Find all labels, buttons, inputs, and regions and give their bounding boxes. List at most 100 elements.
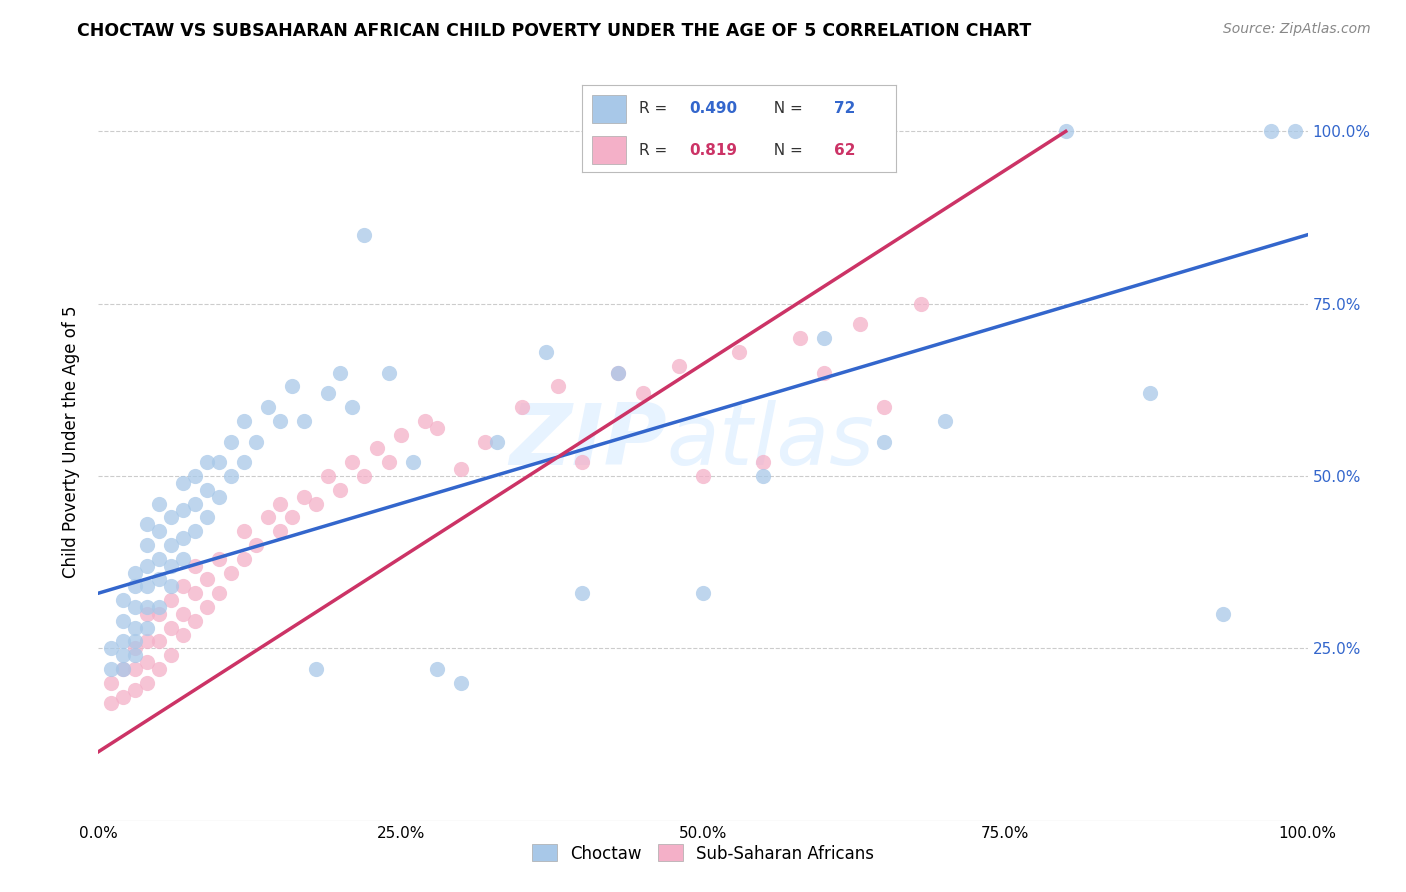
Text: ZIP: ZIP <box>509 400 666 483</box>
Point <box>232 414 254 428</box>
Point <box>184 497 207 511</box>
Text: CHOCTAW VS SUBSAHARAN AFRICAN CHILD POVERTY UNDER THE AGE OF 5 CORRELATION CHART: CHOCTAW VS SUBSAHARAN AFRICAN CHILD POVE… <box>77 22 1032 40</box>
Point <box>135 538 157 552</box>
Point <box>377 366 399 380</box>
Point <box>195 455 218 469</box>
Point <box>208 551 231 566</box>
Point <box>426 421 449 435</box>
Point <box>172 551 194 566</box>
Point <box>172 503 194 517</box>
Point <box>184 558 207 573</box>
Point <box>728 345 751 359</box>
Point <box>148 573 170 587</box>
Point <box>692 469 714 483</box>
Point <box>195 573 218 587</box>
Point <box>1284 124 1306 138</box>
Point <box>269 497 291 511</box>
Point <box>148 634 170 648</box>
Point <box>111 648 134 663</box>
Point <box>160 621 183 635</box>
Point <box>195 510 218 524</box>
Point <box>450 675 472 690</box>
Point <box>329 366 352 380</box>
Point <box>873 400 896 414</box>
Point <box>752 469 775 483</box>
Point <box>124 579 146 593</box>
Point <box>934 414 956 428</box>
Point <box>668 359 690 373</box>
Point <box>389 427 412 442</box>
Point <box>221 469 243 483</box>
Point <box>111 662 134 676</box>
Y-axis label: Child Poverty Under the Age of 5: Child Poverty Under the Age of 5 <box>62 305 80 578</box>
Point <box>172 627 194 641</box>
Point <box>342 455 364 469</box>
Point <box>281 379 304 393</box>
Point <box>534 345 557 359</box>
Point <box>160 558 183 573</box>
Point <box>813 366 835 380</box>
Point <box>245 434 267 449</box>
Point <box>208 490 231 504</box>
Point <box>111 662 134 676</box>
Point <box>172 531 194 545</box>
Point <box>316 386 339 401</box>
Point <box>692 586 714 600</box>
Point <box>124 682 146 697</box>
Point <box>124 648 146 663</box>
Point <box>849 318 872 332</box>
Point <box>111 593 134 607</box>
Point <box>124 662 146 676</box>
Point <box>148 551 170 566</box>
Point <box>148 524 170 538</box>
Point <box>195 599 218 614</box>
Point <box>160 593 183 607</box>
Point <box>329 483 352 497</box>
Point <box>184 469 207 483</box>
Point <box>510 400 533 414</box>
Point <box>607 366 630 380</box>
Point <box>124 641 146 656</box>
Point <box>305 497 328 511</box>
Point <box>148 607 170 621</box>
Point <box>160 648 183 663</box>
Point <box>148 662 170 676</box>
Point <box>269 524 291 538</box>
Point <box>1260 124 1282 138</box>
Point <box>256 400 278 414</box>
Point <box>148 599 170 614</box>
Point <box>100 675 122 690</box>
Point <box>232 524 254 538</box>
Point <box>124 599 146 614</box>
Text: atlas: atlas <box>666 400 875 483</box>
Point <box>342 400 364 414</box>
Point <box>148 497 170 511</box>
Legend: Choctaw, Sub-Saharan Africans: Choctaw, Sub-Saharan Africans <box>524 838 882 869</box>
Point <box>221 434 243 449</box>
Point <box>1054 124 1077 138</box>
Point <box>208 455 231 469</box>
Point <box>160 538 183 552</box>
Point <box>100 662 122 676</box>
Point <box>631 386 654 401</box>
Point <box>124 634 146 648</box>
Point <box>377 455 399 469</box>
Point <box>353 469 375 483</box>
Point <box>571 586 593 600</box>
Point <box>789 331 811 345</box>
Point <box>135 599 157 614</box>
Point <box>232 551 254 566</box>
Point <box>292 490 315 504</box>
Point <box>172 475 194 490</box>
Point <box>269 414 291 428</box>
Point <box>813 331 835 345</box>
Point <box>135 607 157 621</box>
Point <box>111 614 134 628</box>
Point <box>135 579 157 593</box>
Point <box>256 510 278 524</box>
Point <box>172 579 194 593</box>
Point <box>232 455 254 469</box>
Point <box>402 455 425 469</box>
Point <box>571 455 593 469</box>
Point <box>910 296 932 310</box>
